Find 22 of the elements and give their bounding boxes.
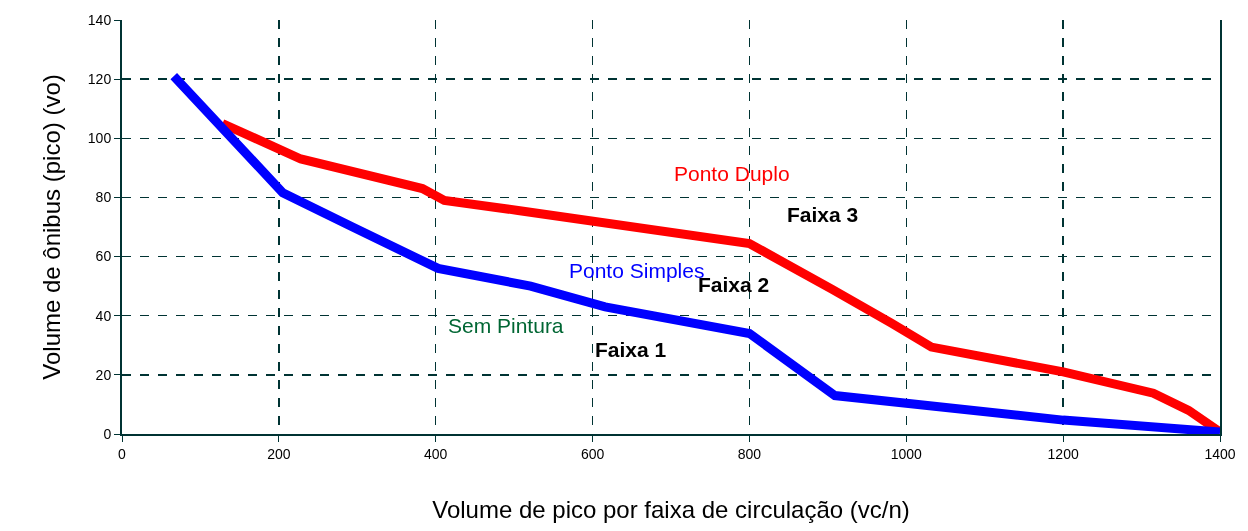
x-tick-label: 1000 bbox=[890, 445, 923, 462]
x-tick-label: 0 bbox=[118, 445, 127, 462]
y-tick-label: 0 bbox=[103, 425, 112, 442]
y-tick-label: 20 bbox=[95, 366, 112, 383]
x-tick-label: 200 bbox=[267, 445, 291, 462]
y-tick-label: 100 bbox=[87, 130, 112, 147]
x-tick-label: 1200 bbox=[1047, 445, 1079, 462]
y-tick-label: 80 bbox=[95, 189, 112, 206]
y-axis-title: Volume de ônibus (pico) (vo) bbox=[38, 74, 66, 380]
annotation: Faixa 3 bbox=[787, 203, 859, 226]
x-tick-label: 400 bbox=[424, 445, 448, 462]
y-tick-label: 120 bbox=[87, 71, 112, 88]
y-tick-label: 60 bbox=[95, 248, 112, 265]
x-tick-label: 1400 bbox=[1204, 445, 1236, 462]
text: Ponto Duplo bbox=[674, 162, 790, 185]
annotation: Faixa 1 bbox=[595, 338, 667, 361]
x-tick-label: 800 bbox=[737, 445, 762, 462]
y-tick-label: 40 bbox=[95, 307, 112, 324]
x-axis-title: Volume de pico por faixa de circulação (vc/n) bbox=[432, 495, 910, 523]
x-tick-label: 600 bbox=[580, 445, 605, 462]
y-tick-label: 140 bbox=[87, 11, 112, 28]
annotation: Sem Pintura bbox=[448, 314, 564, 337]
